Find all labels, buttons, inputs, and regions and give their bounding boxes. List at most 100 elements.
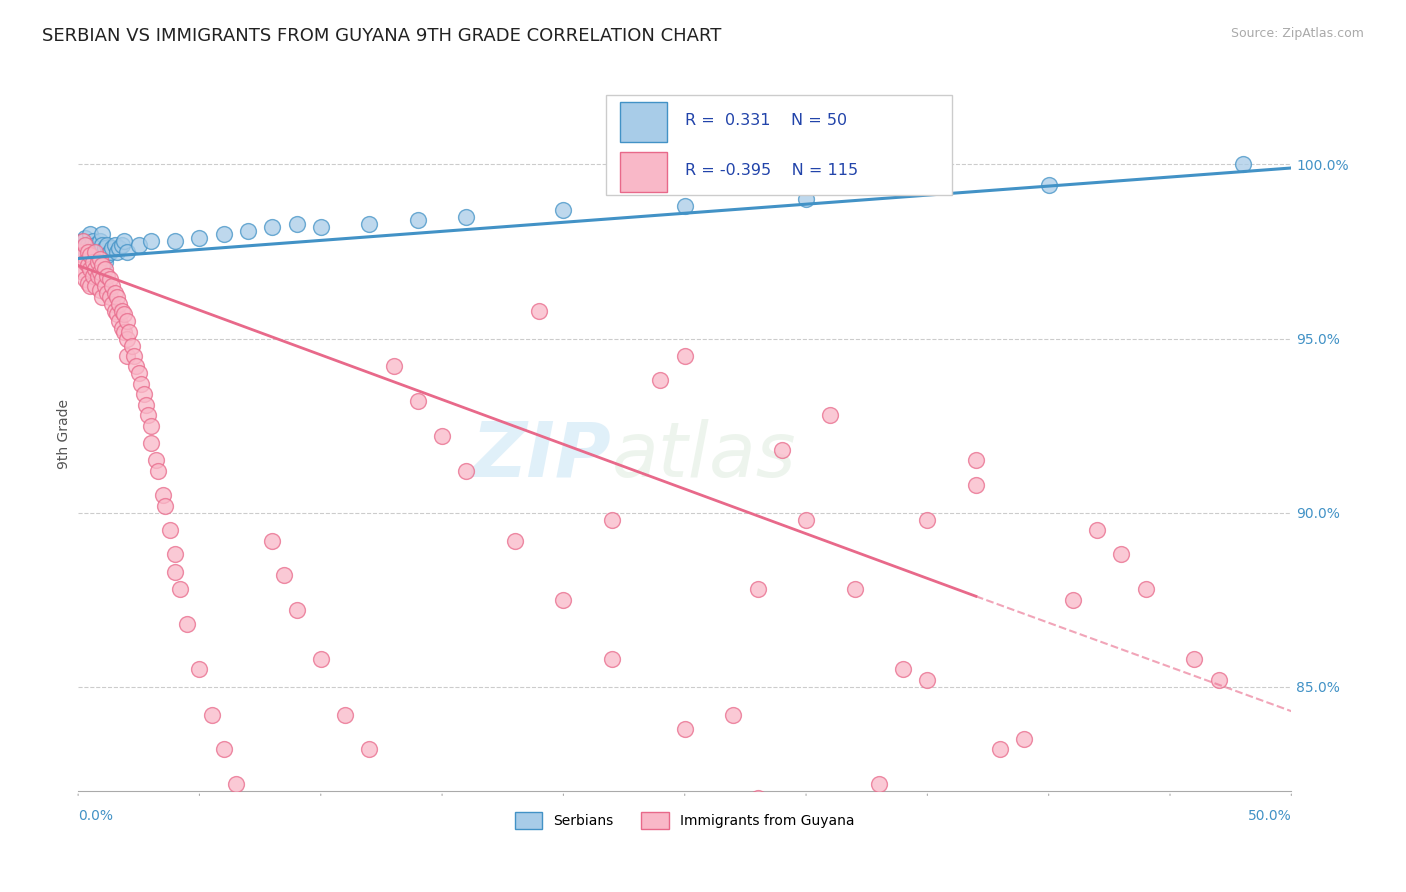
Point	[96, 286, 118, 301]
Point	[1159, 812, 1181, 826]
Point	[139, 418, 162, 433]
Point	[69, 244, 91, 259]
Point	[1232, 157, 1254, 171]
Point	[115, 244, 138, 259]
Point	[76, 276, 98, 290]
Point	[382, 359, 405, 374]
Point	[145, 453, 167, 467]
Point	[1135, 582, 1157, 597]
Point	[430, 429, 453, 443]
Point	[91, 259, 114, 273]
Point	[84, 262, 107, 277]
Point	[1062, 592, 1084, 607]
Point	[111, 237, 134, 252]
Text: ZIP: ZIP	[472, 418, 612, 492]
Point	[673, 199, 696, 213]
Point	[225, 777, 247, 791]
Point	[69, 241, 91, 255]
Point	[89, 283, 111, 297]
Point	[600, 652, 623, 666]
Point	[98, 272, 121, 286]
Point	[188, 230, 211, 244]
Point	[794, 513, 817, 527]
Point	[98, 244, 121, 259]
Point	[101, 241, 124, 255]
Text: SERBIAN VS IMMIGRANTS FROM GUYANA 9TH GRADE CORRELATION CHART: SERBIAN VS IMMIGRANTS FROM GUYANA 9TH GR…	[42, 27, 721, 45]
Text: Source: ZipAtlas.com: Source: ZipAtlas.com	[1230, 27, 1364, 40]
Point	[82, 234, 104, 248]
Point	[69, 262, 91, 277]
Point	[79, 227, 101, 241]
Point	[105, 244, 128, 259]
Point	[72, 234, 94, 248]
Point	[86, 252, 108, 266]
Point	[212, 742, 235, 756]
Point	[138, 408, 160, 422]
Point	[600, 513, 623, 527]
Point	[965, 478, 987, 492]
Point	[747, 582, 769, 597]
Point	[89, 265, 111, 279]
Point	[988, 742, 1011, 756]
Point	[84, 248, 107, 262]
Text: atlas: atlas	[612, 418, 796, 492]
Point	[76, 244, 98, 259]
Point	[770, 443, 793, 458]
Point	[86, 241, 108, 255]
Point	[1014, 732, 1036, 747]
Point	[868, 777, 890, 791]
Point	[84, 237, 107, 252]
Point	[169, 582, 191, 597]
Point	[91, 227, 114, 241]
Point	[359, 742, 381, 756]
Legend: Serbians, Immigrants from Guyana: Serbians, Immigrants from Guyana	[509, 806, 860, 834]
Point	[820, 408, 842, 422]
Point	[96, 248, 118, 262]
Point	[89, 252, 111, 266]
Point	[249, 847, 271, 861]
Text: R =  0.331    N = 50: R = 0.331 N = 50	[685, 112, 846, 128]
Point	[155, 499, 177, 513]
Point	[112, 325, 135, 339]
Point	[236, 812, 259, 826]
Point	[108, 241, 131, 255]
Point	[794, 192, 817, 206]
Point	[79, 279, 101, 293]
Point	[165, 548, 187, 562]
Point	[200, 707, 222, 722]
Point	[262, 533, 284, 548]
Point	[103, 286, 125, 301]
Point	[82, 244, 104, 259]
Point	[118, 325, 141, 339]
Bar	[620, 153, 666, 192]
Point	[176, 617, 198, 632]
Point	[139, 436, 162, 450]
Point	[76, 237, 98, 252]
Point	[236, 224, 259, 238]
Point	[72, 265, 94, 279]
Point	[132, 387, 155, 401]
Point	[111, 321, 134, 335]
Point	[527, 303, 550, 318]
Point	[91, 272, 114, 286]
Point	[115, 332, 138, 346]
Point	[72, 234, 94, 248]
Point	[285, 217, 308, 231]
Point	[84, 262, 107, 277]
Point	[79, 248, 101, 262]
Point	[103, 303, 125, 318]
Point	[103, 237, 125, 252]
Point	[96, 268, 118, 283]
Text: 0.0%: 0.0%	[79, 809, 112, 822]
Point	[75, 255, 97, 269]
Point	[503, 533, 526, 548]
Point	[115, 349, 138, 363]
Y-axis label: 9th Grade: 9th Grade	[58, 400, 72, 469]
Point	[135, 398, 157, 412]
Point	[456, 464, 478, 478]
Point	[101, 279, 124, 293]
Point	[1085, 523, 1108, 537]
Point	[309, 652, 332, 666]
Point	[94, 255, 117, 269]
Point	[91, 290, 114, 304]
